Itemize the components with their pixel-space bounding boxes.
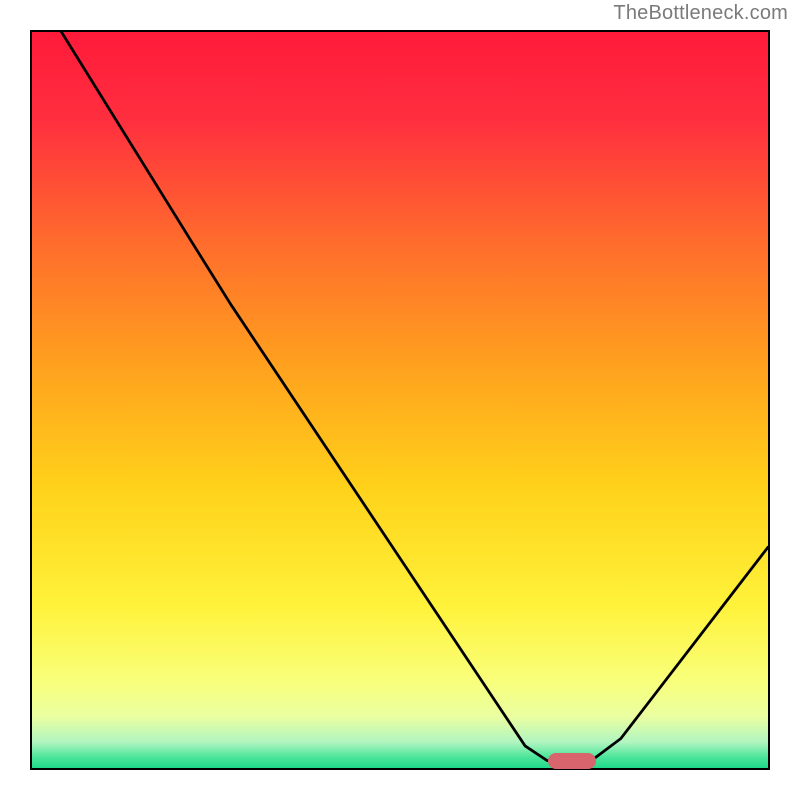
- bottleneck-curve: [32, 32, 768, 768]
- chart-plot-area: [30, 30, 770, 770]
- optimum-marker: [548, 753, 596, 769]
- watermark-text: TheBottleneck.com: [613, 2, 788, 25]
